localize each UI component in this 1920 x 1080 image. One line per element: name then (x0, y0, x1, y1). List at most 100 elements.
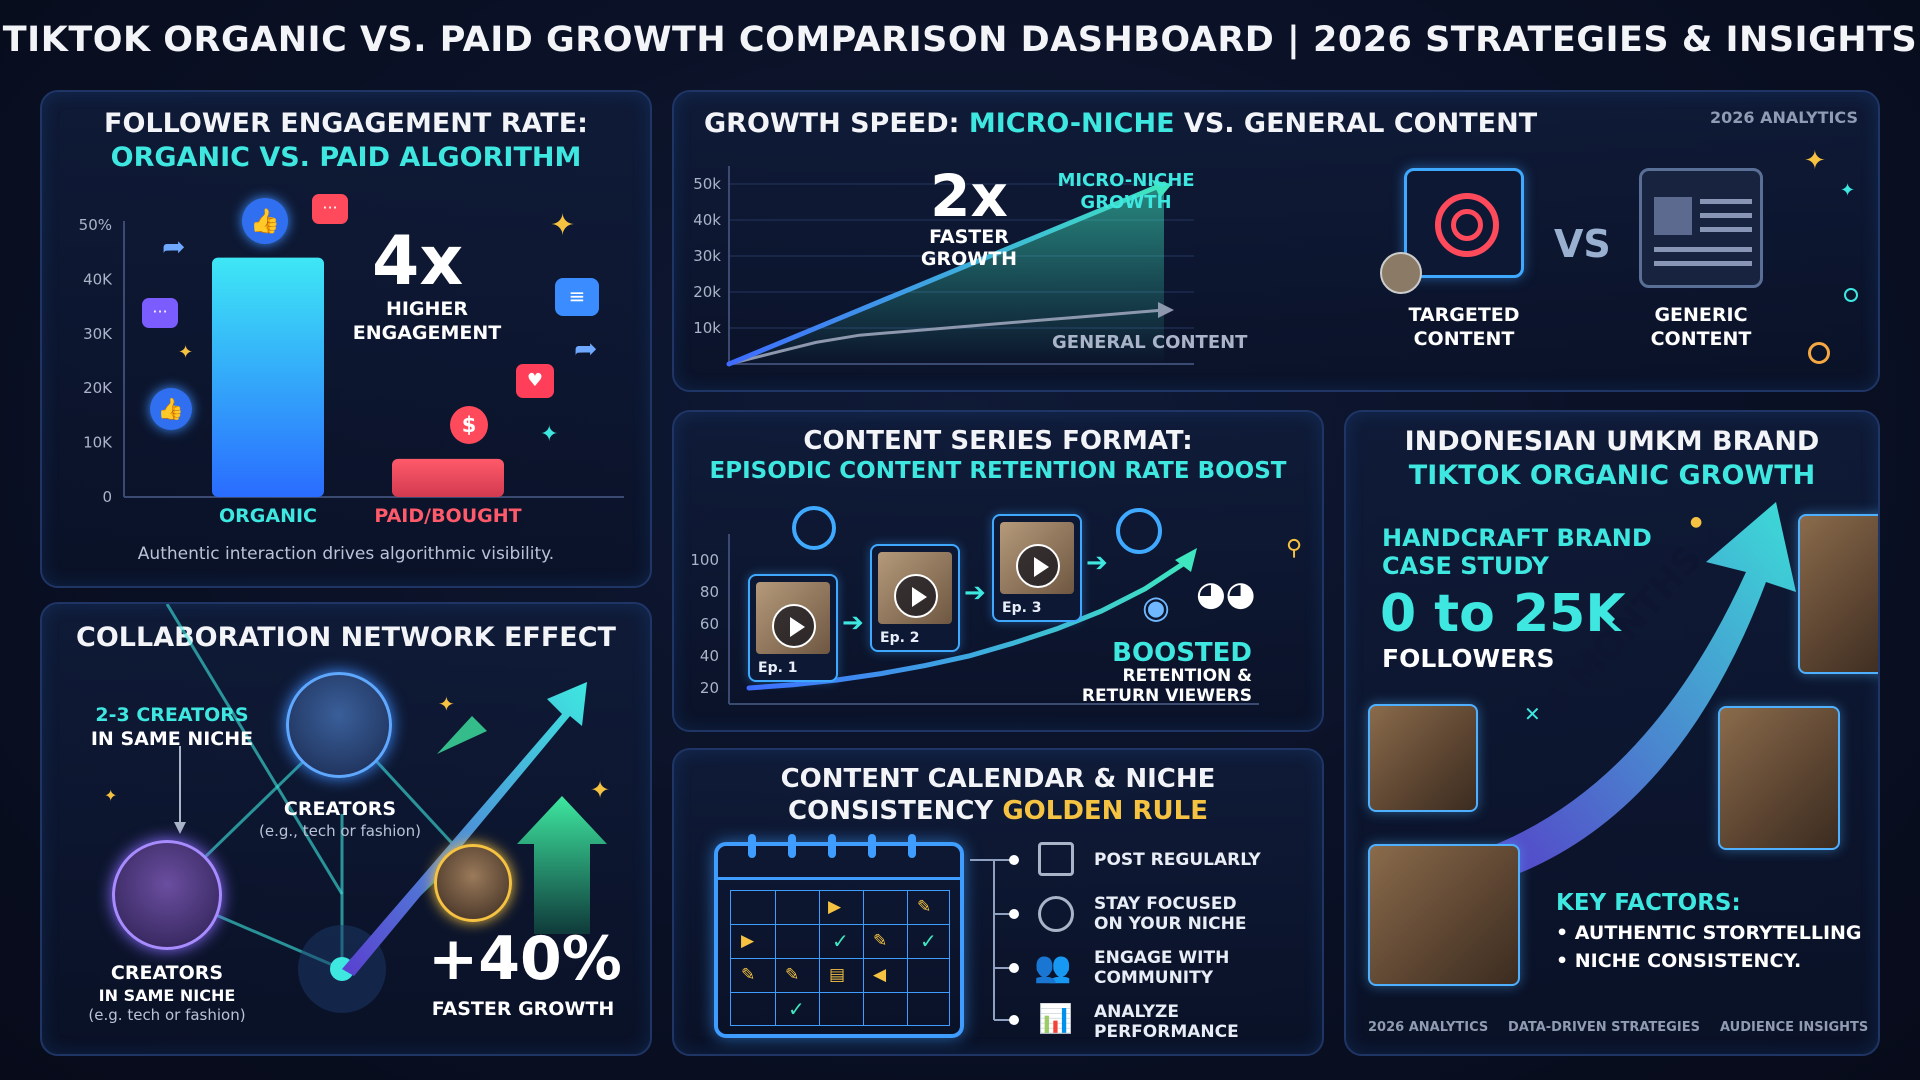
episode-label: Ep. 1 (758, 660, 798, 676)
play-icon[interactable] (772, 604, 816, 648)
generic-label-1: GENERIC (1654, 304, 1748, 326)
collab-network (165, 604, 607, 1013)
engagement-title-1: FOLLOWER ENGAGEMENT RATE: (104, 108, 588, 139)
footer-tag: 2026 ANALYTICS (1368, 1020, 1489, 1035)
y-tick-label: 10K (83, 434, 113, 452)
avatar (286, 672, 392, 778)
bottom-label-1: CREATORS (110, 962, 224, 984)
key-factor-text: AUTHENTIC STORYTELLING (1574, 922, 1862, 944)
calendar-title-1: CONTENT CALENDAR & NICHE (780, 764, 1216, 794)
arrowhead (1152, 180, 1172, 198)
thumbs-up-icon: 👍 (150, 388, 192, 430)
y-tick-label: 40 (700, 647, 719, 665)
calendar-title-2: CONSISTENCY GOLDEN RULE (674, 796, 1322, 826)
episode-card[interactable]: Ep. 1 (748, 574, 838, 682)
growth-speed-title-part1: GROWTH SPEED: (704, 108, 969, 139)
message-icon: ≡ (555, 278, 599, 316)
calendar-item-line2: PERFORMANCE (1094, 1022, 1239, 1042)
play-icon[interactable] (1016, 544, 1060, 588)
heart-icon: ♥ (516, 364, 554, 398)
general-content-label: GENERAL CONTENT (1052, 332, 1248, 353)
check-icon: ✓ (920, 929, 937, 953)
boost-label-2: RETENTION & (1122, 666, 1252, 686)
followers-label: FOLLOWERS (1382, 644, 1555, 673)
alarm-clock-icon (1116, 508, 1162, 554)
avatar (1380, 252, 1422, 294)
product-photo (1368, 844, 1520, 986)
share-arrow-icon: ➦ (162, 230, 186, 263)
y-tick-label: 40K (83, 270, 113, 288)
y-tick-label: 40k (693, 211, 721, 229)
micro-niche-label-1: MICRO-NICHE (1057, 170, 1195, 191)
product-photo (1798, 514, 1878, 674)
engagement-multiplier-caption-1: HIGHER (385, 298, 469, 320)
calendar-item-line2: ON YOUR NICHE (1094, 914, 1247, 934)
sparkle-icon: ✦ (550, 208, 576, 243)
collab-growth-caption: FASTER GROWTH (431, 998, 615, 1020)
x-tick-label: PAID/BOUGHT (374, 505, 521, 527)
y-tick-label: 30k (693, 247, 721, 265)
avatar (434, 844, 512, 922)
sparkle-icon: ✦ (540, 422, 559, 447)
y-tick-label: 30K (83, 325, 113, 343)
edit-icon: ✎ (873, 931, 888, 951)
episode-card[interactable]: Ep. 3 (992, 514, 1082, 622)
umkm-title-2: TIKTOK ORGANIC GROWTH (1408, 460, 1816, 491)
bar (212, 257, 324, 497)
collab-growth-number: +40% (428, 924, 622, 994)
growth-speed-title-part3: VS. GENERAL CONTENT (1174, 108, 1538, 139)
bottom-label-3: (e.g. tech or fashion) (88, 1006, 246, 1024)
umkm-panel: INDONESIAN UMKM BRAND TIKTOK ORGANIC GRO… (1344, 410, 1880, 1056)
calendar-item: POST REGULARLY (1094, 850, 1261, 870)
eyes-icon: ◕◕ (1196, 574, 1256, 614)
engagement-multiplier: 4x (372, 222, 464, 301)
calendar-panel: CONTENT CALENDAR & NICHE CONSISTENCY GOL… (672, 748, 1324, 1056)
y-tick-label: 20k (693, 283, 721, 301)
alarm-clock-icon (792, 506, 836, 550)
thumbs-up-icon: 👍 (242, 198, 288, 244)
calendar-item-line1: ENGAGE WITH (1094, 948, 1230, 968)
engagement-caption: Authentic interaction drives algorithmic… (137, 544, 555, 564)
product-photo (1718, 706, 1840, 850)
boost-label-1: BOOSTED (1112, 638, 1252, 668)
calendar-connector (970, 855, 1019, 1025)
series-line-micro-niche (726, 181, 1167, 367)
dashboard-title: TIKTOK ORGANIC VS. PAID GROWTH COMPARISO… (2, 20, 1918, 60)
video-camera-icon: ▶ (741, 931, 755, 951)
growth-line-chart: 10k 20k 30k 40k 50k (693, 166, 1194, 367)
y-tick-label: 100 (690, 551, 719, 569)
key-factor-text: NICHE CONSISTENCY. (1574, 950, 1802, 972)
y-tick-label: 20K (83, 379, 113, 397)
umkm-title-1: INDONESIAN UMKM BRAND (1404, 426, 1820, 457)
top-label-1: CREATORS (283, 798, 397, 820)
growth-speed-title: GROWTH SPEED: MICRO-NICHE VS. GENERAL CO… (704, 108, 1537, 139)
growth-multiplier-caption-2: GROWTH (920, 248, 1018, 270)
episode-card[interactable]: Ep. 2 (870, 544, 960, 652)
arrowhead (1175, 548, 1197, 572)
targeted-label-2: CONTENT (1413, 328, 1515, 350)
x-tick-label: ORGANIC (219, 505, 317, 527)
targeted-label-1: TARGETED (1408, 304, 1520, 326)
engagement-panel: FOLLOWER ENGAGEMENT RATE: ORGANIC VS. PA… (40, 90, 652, 588)
analytics-icon: 📊 (1038, 1002, 1073, 1035)
micro-niche-label-2: GROWTH (1080, 192, 1172, 213)
target-icon (1404, 168, 1524, 278)
sparkle-icon: ✦ (1804, 146, 1826, 176)
y-tick-label: 50k (693, 175, 721, 193)
y-tick-label: 50% (79, 216, 112, 234)
chat-bubble-icon: ··· (142, 298, 178, 328)
check-icon: ✓ (788, 997, 805, 1021)
edit-icon: ✎ (785, 965, 800, 985)
ring-icon (1844, 288, 1858, 302)
calendar-small-icon (1038, 842, 1074, 876)
play-icon[interactable] (894, 574, 938, 618)
key-factor-item: • NICHE CONSISTENCY. (1556, 950, 1802, 972)
video-camera-icon: ▶ (828, 897, 842, 917)
growth-multiplier: 2x (930, 162, 1008, 230)
product-photo (1368, 704, 1478, 812)
calendar-item-line1: POST REGULARLY (1094, 850, 1261, 870)
arrow-right-icon: ➔ (1086, 548, 1108, 578)
collab-panel: COLLABORATION NETWORK EFFECT 2-3 CREATOR… (40, 602, 652, 1056)
generic-label-2: CONTENT (1650, 328, 1752, 350)
series-line-general (727, 308, 1166, 366)
